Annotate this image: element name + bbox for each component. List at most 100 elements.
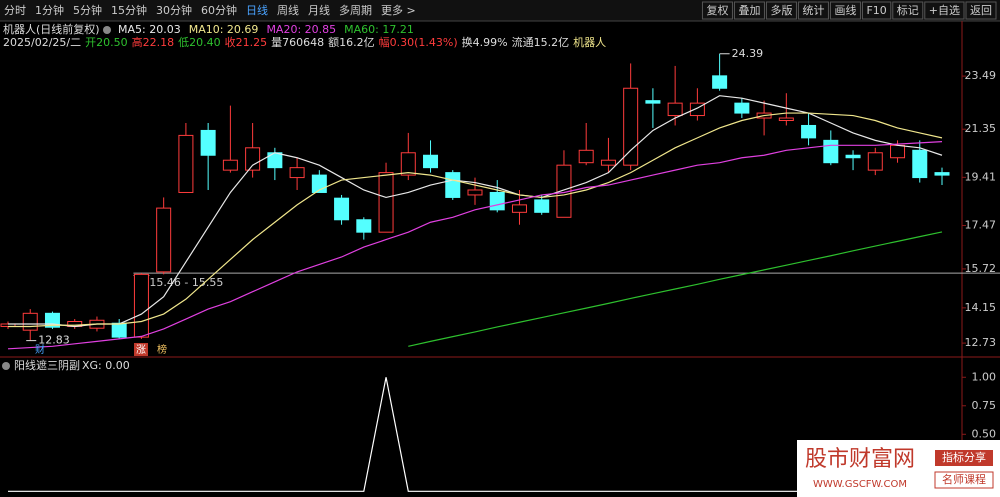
toolbar-tab[interactable]: 1分钟 bbox=[35, 3, 64, 17]
candle-body bbox=[222, 159, 238, 171]
button-border bbox=[733, 1, 765, 20]
quote-field: 换4.99% bbox=[462, 35, 508, 49]
toolbar-tab[interactable]: 60分钟 bbox=[201, 3, 237, 17]
candle-body bbox=[667, 102, 683, 117]
candle-body bbox=[334, 197, 350, 221]
candle-body bbox=[623, 87, 639, 166]
y-tick-label: 0.50 bbox=[972, 427, 997, 440]
button-border bbox=[965, 1, 997, 20]
toolbar-button[interactable]: 复权 bbox=[706, 3, 728, 17]
candle-body bbox=[133, 273, 149, 338]
toolbar bbox=[0, 0, 1000, 21]
toolbar-tab[interactable]: 更多 > bbox=[381, 3, 416, 17]
indicator-icon[interactable] bbox=[2, 362, 10, 370]
candle-body bbox=[356, 219, 372, 233]
toolbar-tab[interactable]: 分时 bbox=[4, 4, 26, 17]
settings-icon[interactable] bbox=[103, 26, 111, 34]
candle-body bbox=[289, 167, 305, 179]
tag-box bbox=[934, 471, 994, 489]
quote-field: 额16.2亿 bbox=[328, 36, 375, 49]
candle-body bbox=[156, 207, 172, 273]
y-tick-label: 19.41 bbox=[965, 170, 997, 183]
indicator-value: XG: 0.00 bbox=[82, 359, 130, 372]
candle-body bbox=[111, 322, 127, 338]
toolbar-button[interactable]: 返回 bbox=[970, 4, 992, 17]
candle-body bbox=[578, 149, 594, 164]
candle-body bbox=[912, 149, 928, 179]
button-border bbox=[701, 1, 733, 20]
candle-body bbox=[178, 134, 194, 193]
toolbar-button[interactable]: F10 bbox=[866, 4, 886, 17]
button-border bbox=[861, 1, 892, 20]
candle-body bbox=[645, 100, 661, 104]
toolbar-button[interactable]: 统计 bbox=[802, 4, 824, 17]
button-border bbox=[765, 1, 797, 20]
ma-line bbox=[8, 95, 943, 328]
candle-body bbox=[200, 129, 216, 156]
y-tick-label: 1.00 bbox=[972, 370, 997, 383]
candle-body bbox=[400, 152, 416, 176]
toolbar-tab[interactable]: 日线 bbox=[246, 3, 268, 17]
high-label: 24.39 bbox=[732, 47, 764, 60]
y-tick-label: 14.15 bbox=[965, 301, 997, 314]
indicator-title: 阳线遮三阴副 bbox=[14, 358, 80, 372]
stock-title: 机器人(日线前复权) bbox=[3, 22, 100, 36]
candle-body bbox=[445, 172, 461, 198]
candle-body bbox=[511, 204, 527, 213]
quote-field: 开20.50 bbox=[85, 36, 128, 49]
y-tick-label: 15.72 bbox=[965, 262, 997, 275]
toolbar-button[interactable]: +自选 bbox=[929, 4, 960, 17]
event-marker[interactable]: 榜 bbox=[157, 343, 167, 356]
indicator-line bbox=[8, 377, 942, 492]
y-tick-label: 17.47 bbox=[965, 218, 997, 231]
y-tick-label: 23.49 bbox=[965, 69, 997, 82]
ma-line bbox=[408, 231, 943, 347]
quote-field: 幅0.30(1.43%) bbox=[379, 36, 458, 49]
toolbar-tab[interactable]: 15分钟 bbox=[111, 3, 147, 17]
button-border bbox=[924, 1, 965, 20]
quote-field: 量760648 bbox=[271, 36, 324, 49]
quote-field: 收21.25 bbox=[225, 35, 268, 49]
candle-body bbox=[934, 172, 950, 176]
watermark-tag: 名师课程 bbox=[942, 472, 986, 486]
ma-legend: MA60: 17.21 bbox=[344, 23, 414, 36]
ma-line bbox=[7, 141, 943, 350]
watermark-tag: 指标分享 bbox=[942, 450, 986, 464]
event-marker[interactable]: 涨 bbox=[136, 344, 146, 356]
toolbar-button[interactable]: 多版 bbox=[770, 3, 792, 17]
toolbar-button[interactable]: 画线 bbox=[834, 3, 856, 17]
toolbar-tab[interactable]: 多周期 bbox=[339, 3, 372, 17]
marker-box bbox=[134, 343, 148, 356]
toolbar-button[interactable]: 叠加 bbox=[738, 4, 760, 17]
tag-box bbox=[935, 450, 993, 466]
toolbar-tab[interactable]: 5分钟 bbox=[73, 3, 102, 17]
quote-field: 2025/02/25/二 bbox=[3, 36, 81, 49]
toolbar-tab[interactable]: 月线 bbox=[308, 3, 330, 17]
candle-body bbox=[534, 199, 550, 213]
y-tick-label: 21.35 bbox=[965, 122, 997, 135]
candle-body bbox=[867, 152, 883, 171]
button-border bbox=[892, 1, 924, 20]
candle-body bbox=[778, 117, 794, 122]
candle-body bbox=[378, 172, 394, 233]
ma-legend: MA5: 20.03 bbox=[118, 23, 181, 36]
candle-body bbox=[712, 75, 728, 89]
ma-legend: MA20: 20.85 bbox=[266, 23, 336, 36]
candle-body bbox=[423, 154, 439, 169]
toolbar-button[interactable]: 标记 bbox=[897, 3, 919, 17]
y-tick-label: 0.75 bbox=[972, 399, 997, 412]
toolbar-tab[interactable]: 周线 bbox=[277, 3, 299, 17]
toolbar-tab[interactable]: 30分钟 bbox=[156, 3, 192, 17]
button-border bbox=[829, 1, 861, 20]
event-marker[interactable]: 财 bbox=[35, 343, 45, 356]
gap-label: 15.46 - 15.55 bbox=[149, 276, 223, 289]
candle-body bbox=[600, 159, 616, 166]
candle-body bbox=[845, 154, 861, 159]
candle-body bbox=[489, 191, 505, 211]
candle-body bbox=[890, 144, 906, 159]
y-tick-label: 12.73 bbox=[965, 336, 997, 349]
candle-body bbox=[22, 312, 38, 331]
quote-field: 机器人 bbox=[573, 35, 606, 49]
